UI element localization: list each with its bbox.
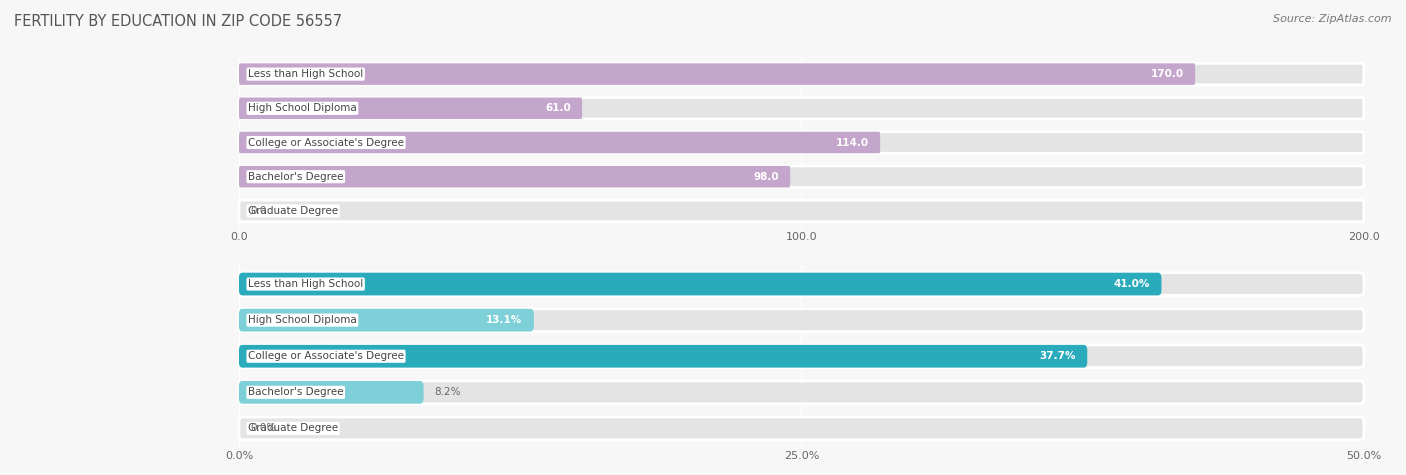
Text: 114.0: 114.0 xyxy=(835,137,869,148)
FancyBboxPatch shape xyxy=(239,63,1195,85)
FancyBboxPatch shape xyxy=(239,309,1364,332)
Text: Less than High School: Less than High School xyxy=(247,69,363,79)
FancyBboxPatch shape xyxy=(239,273,1364,295)
FancyBboxPatch shape xyxy=(239,166,790,188)
FancyBboxPatch shape xyxy=(239,97,1364,119)
Text: High School Diploma: High School Diploma xyxy=(247,103,357,114)
Text: Less than High School: Less than High School xyxy=(247,279,363,289)
Text: 13.1%: 13.1% xyxy=(486,315,523,325)
Text: 41.0%: 41.0% xyxy=(1114,279,1150,289)
Text: 0.0%: 0.0% xyxy=(250,423,277,434)
Text: 98.0: 98.0 xyxy=(754,171,779,182)
Text: 37.7%: 37.7% xyxy=(1039,351,1076,361)
Text: FERTILITY BY EDUCATION IN ZIP CODE 56557: FERTILITY BY EDUCATION IN ZIP CODE 56557 xyxy=(14,14,342,29)
FancyBboxPatch shape xyxy=(239,345,1087,368)
Text: College or Associate's Degree: College or Associate's Degree xyxy=(247,351,404,361)
Text: Graduate Degree: Graduate Degree xyxy=(247,206,339,216)
FancyBboxPatch shape xyxy=(239,63,1364,85)
Text: 61.0: 61.0 xyxy=(546,103,571,114)
FancyBboxPatch shape xyxy=(239,132,1364,153)
Text: Source: ZipAtlas.com: Source: ZipAtlas.com xyxy=(1274,14,1392,24)
FancyBboxPatch shape xyxy=(239,309,534,332)
FancyBboxPatch shape xyxy=(239,132,880,153)
Text: Graduate Degree: Graduate Degree xyxy=(247,423,339,434)
FancyBboxPatch shape xyxy=(239,381,423,404)
Text: 8.2%: 8.2% xyxy=(434,387,461,398)
Text: Bachelor's Degree: Bachelor's Degree xyxy=(247,171,343,182)
Text: College or Associate's Degree: College or Associate's Degree xyxy=(247,137,404,148)
FancyBboxPatch shape xyxy=(239,200,1364,222)
FancyBboxPatch shape xyxy=(239,97,582,119)
Text: 0.0: 0.0 xyxy=(250,206,267,216)
Text: 170.0: 170.0 xyxy=(1150,69,1184,79)
FancyBboxPatch shape xyxy=(239,381,1364,404)
Text: High School Diploma: High School Diploma xyxy=(247,315,357,325)
Text: Bachelor's Degree: Bachelor's Degree xyxy=(247,387,343,398)
FancyBboxPatch shape xyxy=(239,273,1161,295)
FancyBboxPatch shape xyxy=(239,417,1364,440)
FancyBboxPatch shape xyxy=(239,166,1364,188)
FancyBboxPatch shape xyxy=(239,345,1364,368)
